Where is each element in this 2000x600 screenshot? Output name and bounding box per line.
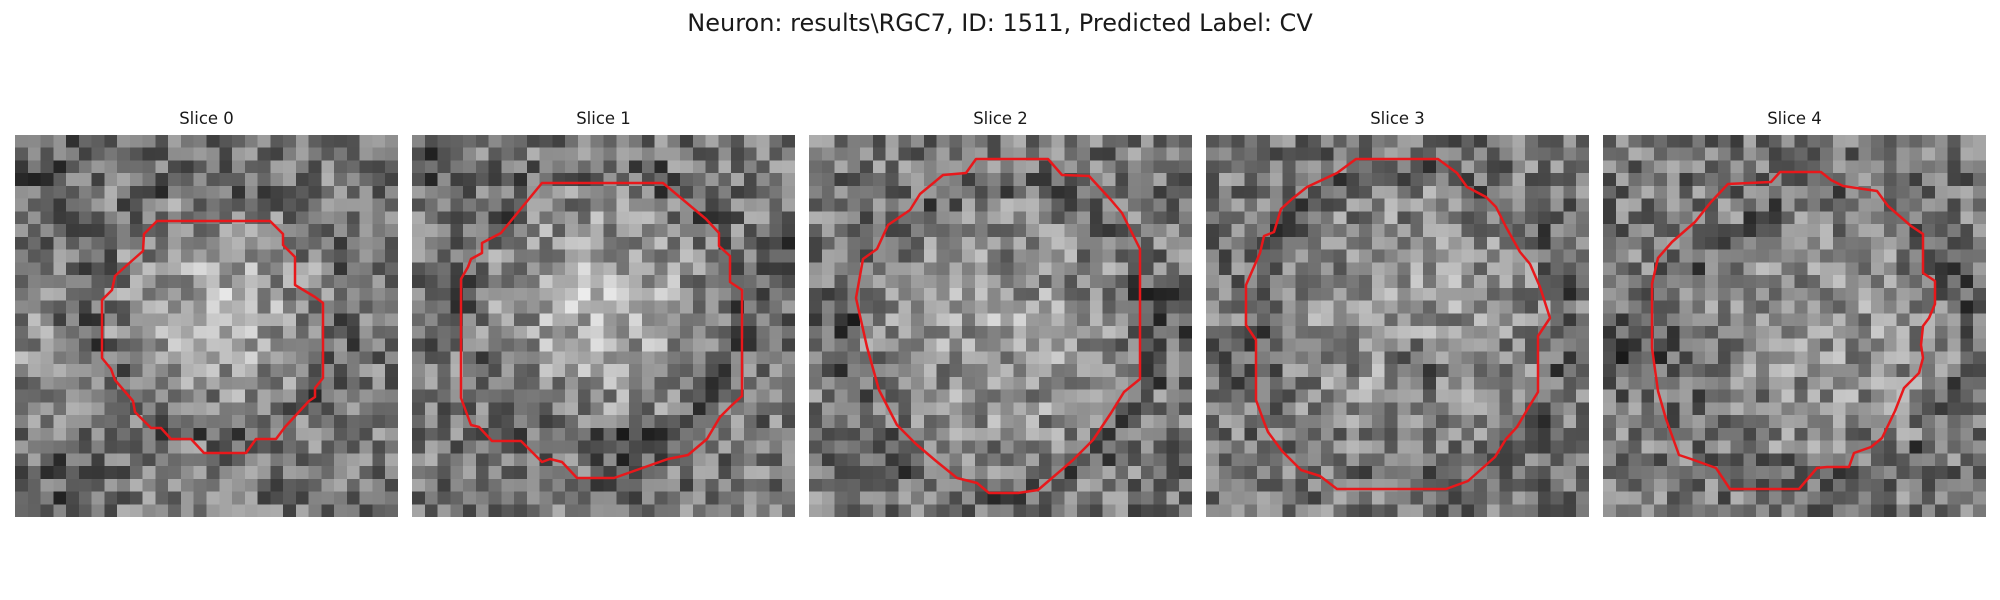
- slice-2-title: Slice 2: [973, 109, 1028, 128]
- slice-1-contour: [459, 181, 744, 480]
- slice-0-panel: [15, 135, 398, 517]
- slice-4-panel: [1603, 135, 1986, 517]
- slice-1-image: [412, 135, 795, 517]
- figure-title: Neuron: results\RGC7, ID: 1511, Predicte…: [687, 9, 1313, 37]
- slice-4-title: Slice 4: [1767, 109, 1822, 128]
- slice-3-title: Slice 3: [1370, 109, 1425, 128]
- slice-3-panel: [1206, 135, 1589, 517]
- slice-2-panel: [809, 135, 1192, 517]
- slice-2-contour: [854, 157, 1142, 495]
- slice-3-image: [1206, 135, 1589, 517]
- slice-1-panel: [412, 135, 795, 517]
- slice-1-title: Slice 1: [576, 109, 631, 128]
- slice-4-contour: [1650, 170, 1937, 491]
- slice-2-image: [809, 135, 1192, 517]
- slice-0-title: Slice 0: [179, 109, 234, 128]
- slice-3-contour: [1244, 157, 1552, 491]
- slice-0-contour: [100, 219, 325, 455]
